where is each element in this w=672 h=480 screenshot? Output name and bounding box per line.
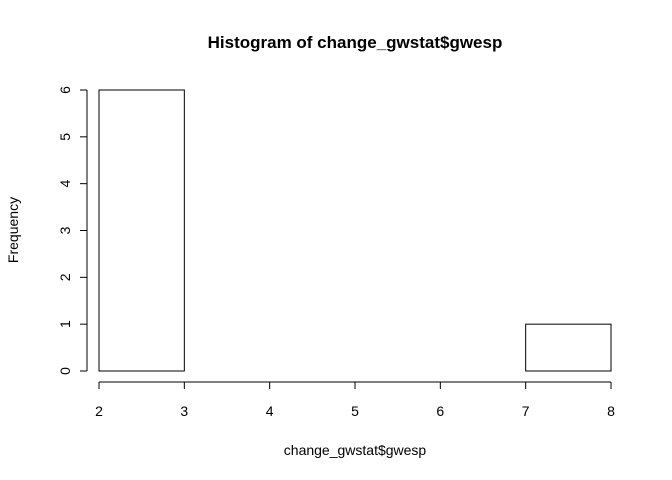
histogram-bar-6 xyxy=(525,323,612,372)
x-tick-label-2: 2 xyxy=(95,403,103,419)
y-tick-label-6: 6 xyxy=(57,86,73,94)
y-tick-label-3: 3 xyxy=(57,226,73,234)
y-tick-label-1: 1 xyxy=(57,320,73,328)
x-axis-label: change_gwstat$gwesp xyxy=(284,442,427,458)
y-tick-label-4: 4 xyxy=(57,180,73,188)
x-axis: 2 3 4 5 6 7 8 xyxy=(95,381,615,419)
y-tick-label-2: 2 xyxy=(57,273,73,281)
chart-title: Histogram of change_gwstat$gwesp xyxy=(208,33,503,52)
y-axis: 0 1 2 3 4 5 6 xyxy=(57,86,88,375)
x-tick-label-3: 3 xyxy=(180,403,188,419)
y-axis-label: Frequency xyxy=(5,197,21,263)
x-tick-label-8: 8 xyxy=(607,403,615,419)
histogram-bar-1 xyxy=(98,89,185,372)
x-tick-label-5: 5 xyxy=(351,403,359,419)
x-tick-label-6: 6 xyxy=(436,403,444,419)
x-tick-label-4: 4 xyxy=(266,403,274,419)
bars-group xyxy=(98,89,612,372)
y-tick-label-0: 0 xyxy=(57,367,73,375)
x-tick-label-7: 7 xyxy=(522,403,530,419)
y-tick-label-5: 5 xyxy=(57,133,73,141)
